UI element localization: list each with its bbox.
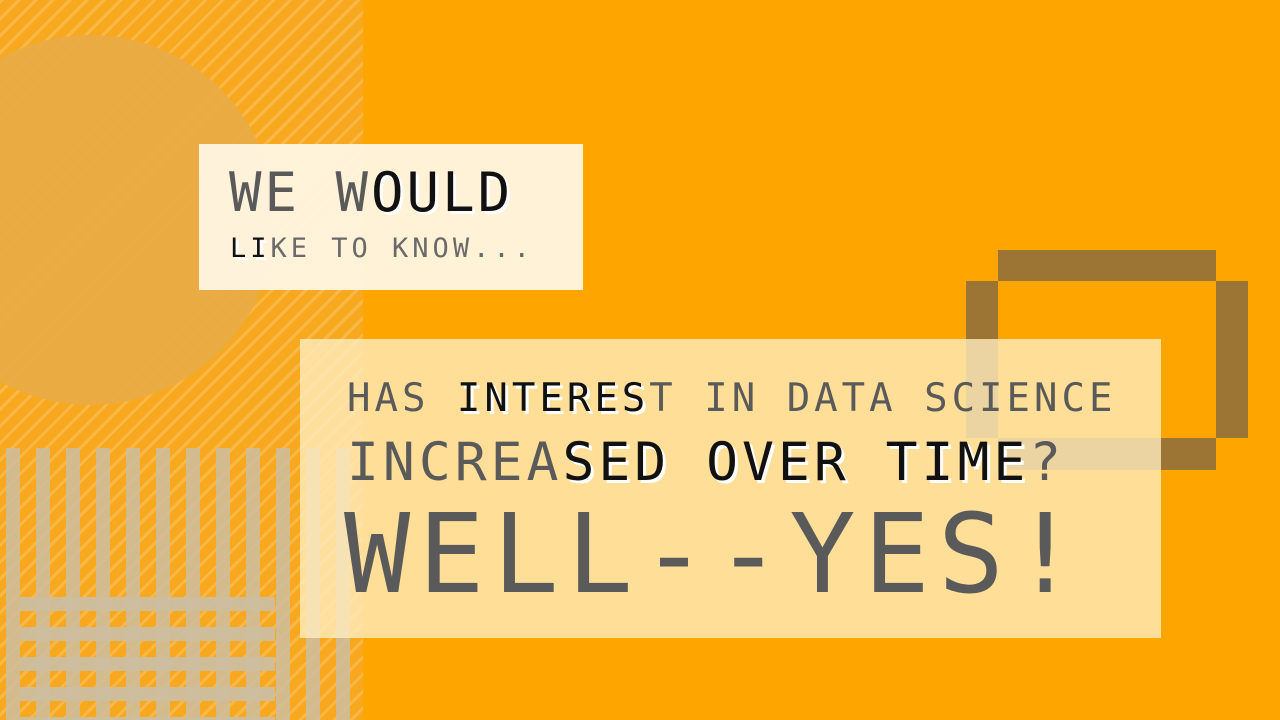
question-line-2-emphasis: SED OVER TIME (562, 432, 1030, 493)
question-line-1-emphasis: INTERES (456, 376, 650, 421)
intro-subheading: LIKE TO KNOW... (230, 235, 534, 262)
pixel-square-right-edge (1216, 281, 1248, 438)
intro-text-box: WE WOULD LIKE TO KNOW... (199, 144, 583, 290)
question-line-1-end: T IN DATA SCIENCE (649, 376, 1117, 421)
intro-subheading-emphasis: LI (230, 233, 271, 264)
intro-subheading-plain: KE TO KNOW... (270, 233, 534, 264)
pixel-square-top-edge (998, 250, 1216, 281)
question-line-2: INCREASED OVER TIME? (347, 436, 1065, 489)
question-line-2-start: INCREA (347, 432, 563, 493)
question-text-box: HAS INTEREST IN DATA SCIENCE INCREASED O… (300, 339, 1161, 638)
intro-heading-plain: WE W (229, 161, 372, 224)
question-line-1-start: HAS (347, 376, 457, 421)
question-line-2-end: ? (1029, 432, 1066, 493)
answer-headline: WELL--YES! (344, 490, 1087, 618)
intro-heading: WE WOULD (229, 166, 513, 220)
horizontal-stripes-decoration (20, 597, 275, 720)
question-line-1: HAS INTEREST IN DATA SCIENCE (347, 379, 1116, 418)
intro-heading-emphasis: OULD (371, 161, 514, 224)
